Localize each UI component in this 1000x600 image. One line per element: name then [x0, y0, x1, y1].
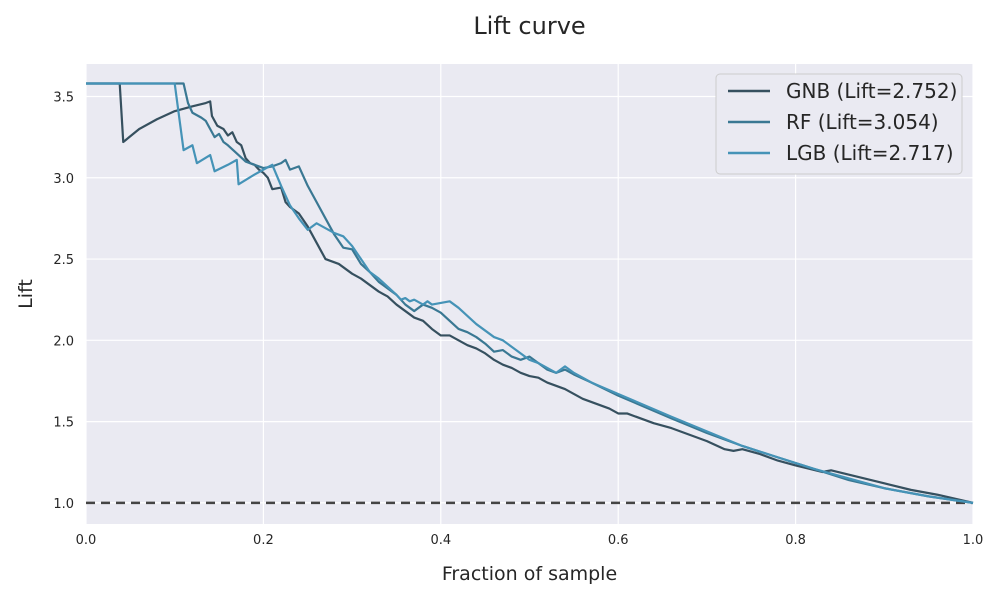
legend: GNB (Lift=2.752) RF (Lift=3.054) LGB (Lift… — [715, 73, 963, 175]
y-tick-label: 1.0 — [53, 497, 74, 512]
x-tick-label: 0.4 — [430, 533, 451, 548]
series-line-gnb — [86, 82, 974, 504]
legend-box — [715, 73, 963, 175]
x-tick-label: 0.2 — [253, 533, 274, 548]
x-tick-label: 0.8 — [785, 533, 806, 548]
legend-label: GNB (Lift=2.752) — [786, 79, 957, 103]
series-line-lgb — [86, 82, 974, 504]
x-tick-label: 0.6 — [608, 533, 629, 548]
chart-title: Lift curve — [473, 12, 585, 40]
x-axis-title: Fraction of sample — [442, 563, 617, 585]
x-tick-label: 0.0 — [76, 533, 97, 548]
y-tick-label: 1.5 — [53, 416, 74, 431]
y-tick-label: 3.5 — [53, 91, 74, 106]
tick-labels: 0.0 0.2 0.4 0.6 0.8 1.0 1.0 1.5 2.0 2.5 3.0 3.5 — [53, 91, 983, 548]
y-tick-label: 2.5 — [53, 253, 74, 268]
series-layer — [86, 82, 974, 504]
y-axis-title: Lift — [15, 279, 37, 309]
y-tick-label: 3.0 — [53, 172, 74, 187]
x-tick-label: 1.0 — [963, 533, 984, 548]
legend-label: RF (Lift=3.054) — [786, 110, 939, 134]
y-tick-label: 2.0 — [53, 334, 74, 349]
legend-label: LGB (Lift=2.717) — [786, 141, 954, 165]
